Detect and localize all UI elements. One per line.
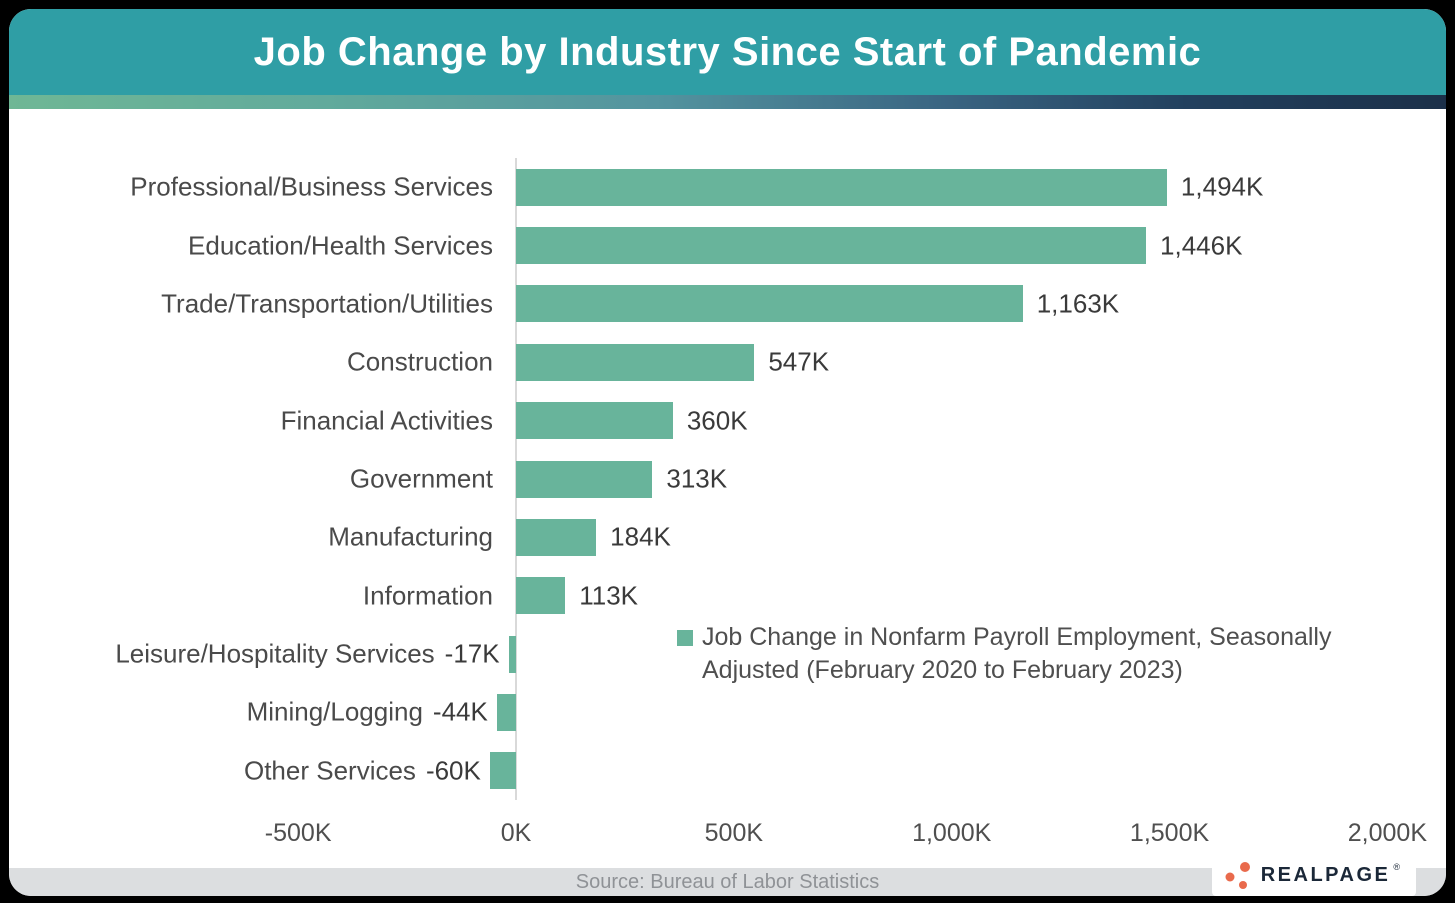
category-label: Professional/Business Services: [130, 171, 493, 202]
x-tick-label: 500K: [704, 819, 764, 847]
header: Job Change by Industry Since Start of Pa…: [9, 9, 1446, 95]
registered-trademark: ®: [1393, 862, 1400, 872]
realpage-logo-dots-icon: [1225, 862, 1250, 889]
category-label: Mining/Logging: [246, 696, 423, 727]
bar: [516, 227, 1147, 265]
x-tick-label: 1,000K: [912, 819, 992, 847]
value-label: 1,163K: [1036, 288, 1120, 319]
value-label: 1,494K: [1180, 171, 1264, 202]
bar: [489, 752, 516, 790]
category-label: Government: [349, 463, 493, 494]
infographic-card: Job Change by Industry Since Start of Pa…: [9, 9, 1446, 896]
bar-chart: Job Change in Nonfarm Payroll Employment…: [9, 109, 1446, 869]
realpage-logo: REALPAGE ®: [1211, 854, 1416, 896]
bar: [516, 402, 673, 440]
bar: [516, 168, 1167, 206]
bar: [516, 518, 597, 556]
category-label: Trade/Transportation/Utilities: [161, 288, 493, 319]
realpage-logo-text: REALPAGE: [1260, 863, 1391, 886]
category-label: Other Services: [243, 755, 416, 786]
x-tick-label: 2,000K: [1347, 819, 1428, 847]
x-tick-label: 1,500K: [1129, 819, 1210, 847]
value-label: -17K: [444, 638, 500, 669]
category-label: Leisure/Hospitality Services: [115, 638, 435, 669]
value-label: 184K: [610, 521, 671, 552]
bar: [516, 343, 755, 381]
x-tick-label: 0K: [500, 819, 532, 847]
value-label: 547K: [768, 346, 830, 377]
source-footer: Source: Bureau of Labor Statistics: [9, 868, 1446, 896]
value-label: -44K: [432, 696, 488, 727]
bar: [516, 285, 1023, 323]
bar: [516, 460, 653, 498]
category-label: Financial Activities: [280, 405, 493, 436]
source-text: Source: Bureau of Labor Statistics: [575, 870, 880, 893]
value-label: 113K: [579, 580, 639, 611]
bar: [516, 577, 566, 615]
category-label: Construction: [347, 346, 493, 377]
value-label: 1,446K: [1160, 230, 1243, 261]
bar: [508, 635, 516, 673]
legend-label: Job Change in Nonfarm Payroll Employment…: [702, 623, 1332, 684]
category-label: Manufacturing: [328, 521, 493, 552]
legend-marker: [677, 630, 693, 646]
category-label: Information: [362, 580, 493, 611]
x-tick-label: -500K: [264, 819, 332, 847]
value-label: -60K: [425, 755, 481, 786]
page-title: Job Change by Industry Since Start of Pa…: [253, 29, 1202, 74]
gradient-divider: [9, 95, 1446, 109]
value-label: 313K: [666, 463, 728, 494]
legend: Job Change in Nonfarm Payroll Employment…: [677, 621, 1370, 687]
category-label: Education/Health Services: [188, 230, 493, 261]
bar: [496, 693, 516, 731]
value-label: 360K: [686, 405, 748, 436]
